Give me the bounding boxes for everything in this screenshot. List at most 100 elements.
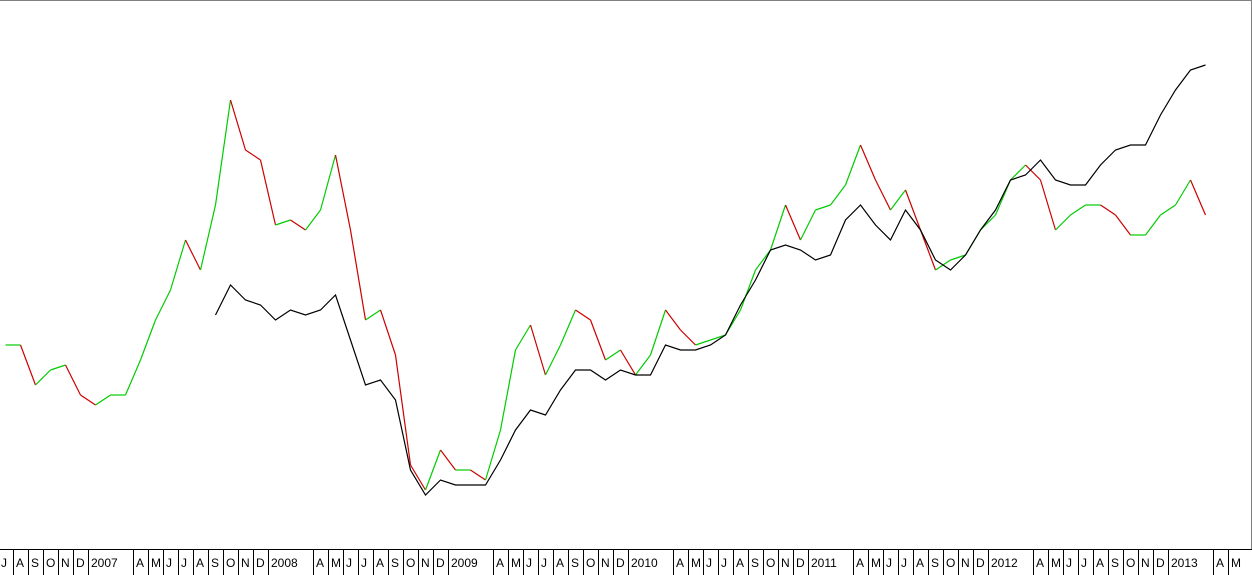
x-tick-label: 2012 [991,556,1018,570]
x-tick-label: N [241,556,250,570]
x-tick-label: A [1096,556,1104,570]
x-tick-label: D [796,556,805,570]
line-segment [1055,214,1071,231]
line-segment [874,179,892,211]
line-segment [710,334,726,341]
line-segment [739,269,757,311]
x-tick-label: M [331,556,341,570]
x-tick-label: M [151,556,161,570]
x-tick-label: S [1111,556,1119,570]
line-segment [1160,204,1176,216]
line-segment [379,309,397,356]
line-segment [1189,179,1207,216]
line-segment [605,349,621,361]
line-segment [305,209,321,231]
x-tick-label: N [781,556,790,570]
line-segment [334,154,352,231]
line-segment [559,309,577,346]
line-segment [1100,204,1116,216]
x-tick-label: 2011 [811,556,837,570]
x-tick-label: D [436,556,445,570]
x-tick-label: 2007 [91,556,118,570]
x-tick-label: J [361,556,367,570]
line-segment [64,364,82,396]
x-tick-label: J [166,556,172,570]
x-tick-label: O [1126,556,1135,570]
line-segment [139,319,157,361]
x-tick-label: D [1156,556,1165,570]
x-tick-label: 2008 [271,556,298,570]
x-tick-label: A [676,556,684,570]
line-segment [514,324,532,351]
line-segment [544,344,562,376]
x-tick-label: O [226,556,235,570]
line-segment [859,144,877,181]
line-segment [890,189,906,211]
x-tick-label: M [871,556,881,570]
x-tick-label: O [586,556,595,570]
line-segment [919,229,937,271]
x-tick-label: 2013 [1171,556,1198,570]
line-segment [1070,204,1086,216]
line-segment [184,239,202,271]
line-segment [319,154,337,211]
x-tick-label: D [976,556,985,570]
x-tick-label: A [556,556,564,570]
x-tick-label: O [946,556,955,570]
line-segment [409,464,427,491]
line-segment [950,254,966,261]
line-segment [1025,164,1041,181]
x-tick-label: J [541,556,547,570]
x-tick-label: M [1231,556,1241,570]
line-segment [124,359,142,396]
x-tick-label: J [181,556,187,570]
x-tick-label: J [886,556,892,570]
x-tick-label: J [706,556,712,570]
x-tick-label: J [526,556,532,570]
x-tick-label: J [901,556,907,570]
line-segment [755,249,771,271]
x-tick-label: A [376,556,384,570]
line-segment [440,449,456,471]
line-segment [649,309,667,356]
x-tick-label: O [766,556,775,570]
x-tick-label: J [721,556,727,570]
line-segment [154,289,172,321]
line-segment [259,159,277,226]
line-segment [784,204,802,241]
line-segment [904,189,922,231]
line-segment [19,344,37,386]
x-tick-label: N [601,556,610,570]
x-tick-label: 2010 [631,556,658,570]
x-tick-label: A [1216,556,1224,570]
x-tick-label: J [1,556,7,570]
line-segment [365,309,381,321]
x-tick-label: M [511,556,521,570]
x-tick-label: A [136,556,144,570]
x-tick-label: S [751,556,759,570]
line-segment [1010,164,1026,181]
x-tick-label: D [256,556,265,570]
line-segment [199,204,217,271]
line-segment [635,354,651,376]
line-segment [424,449,442,491]
line-segment [245,149,261,161]
x-tick-label: S [931,556,939,570]
line-segment [214,99,232,206]
x-tick-label: D [616,556,625,570]
line-segment [229,99,247,151]
line-segment [50,364,66,371]
x-tick-label: A [736,556,744,570]
x-tick-label: A [196,556,204,570]
x-tick-label: O [406,556,415,570]
line-segment [484,429,502,481]
x-tick-label: O [46,556,55,570]
x-tick-label: A [856,556,864,570]
line-segment [35,369,51,386]
line-segment [619,349,637,376]
line-segment [95,394,111,406]
line-segment [815,204,831,211]
x-tick-label: M [691,556,701,570]
